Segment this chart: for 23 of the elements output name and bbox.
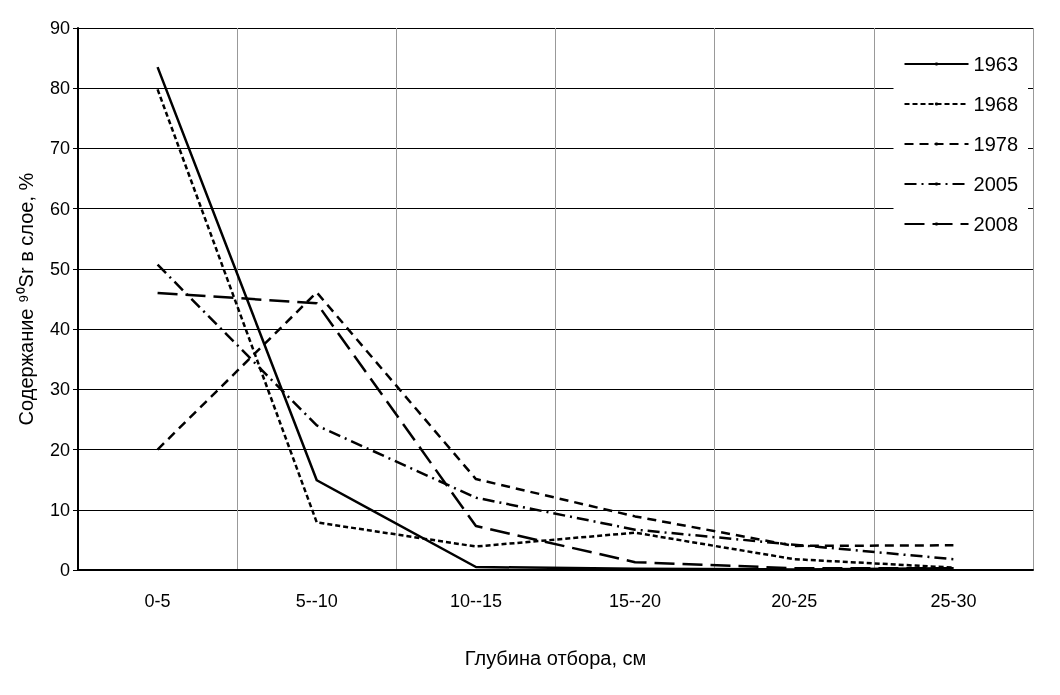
x-tick-label: 5--10	[295, 591, 338, 611]
legend-label: 2005	[973, 173, 1019, 195]
y-tick-label: 60	[49, 198, 70, 219]
x-axis-title: Глубина отбора, см	[464, 647, 647, 669]
y-tick-label: 0	[59, 560, 70, 580]
x-tick-label: 10--15	[449, 591, 502, 611]
y-tick-label: 80	[49, 78, 70, 99]
x-tick-label: 0-5	[144, 591, 171, 611]
y-tick-label: 10	[49, 499, 70, 520]
y-tick-label: 50	[49, 258, 70, 279]
legend-label: 1963	[973, 53, 1019, 75]
legend-label: 1968	[973, 93, 1019, 115]
y-tick-label: 20	[49, 439, 70, 460]
legend-label: 2008	[973, 213, 1019, 235]
x-tick-label: 15--20	[609, 591, 662, 611]
y-tick-label: 90	[49, 18, 70, 38]
x-tick-label: 20-25	[771, 591, 818, 611]
y-axis-title: Содержание ⁹⁰Sr в слое, %	[15, 172, 37, 426]
legend-label: 1978	[973, 133, 1019, 155]
x-tick-label: 25-30	[930, 591, 977, 611]
y-tick-label: 70	[49, 138, 70, 159]
y-tick-label: 30	[49, 379, 70, 400]
y-tick-label: 40	[49, 319, 70, 340]
